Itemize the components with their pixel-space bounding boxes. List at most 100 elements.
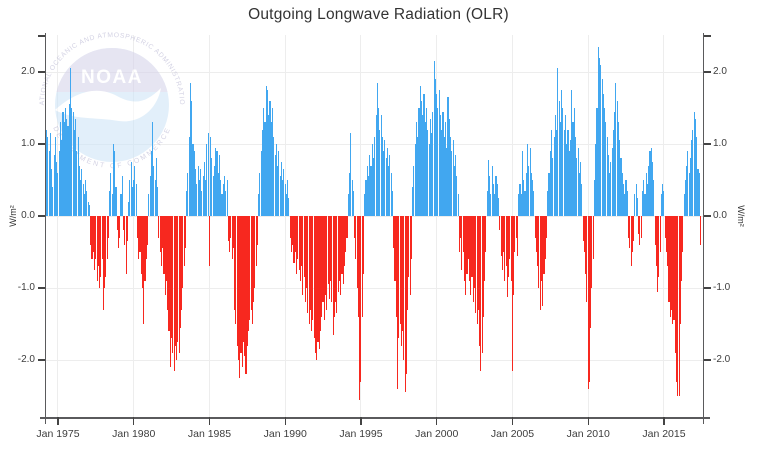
olr-bar — [698, 172, 700, 216]
olr-bar — [211, 158, 213, 216]
olr-bar — [376, 82, 378, 216]
olr-bar — [602, 93, 604, 216]
olr-bar — [527, 144, 529, 216]
olr-bar — [248, 216, 250, 332]
olr-bar — [455, 154, 457, 216]
olr-bar — [75, 118, 77, 216]
x-axis-line — [40, 417, 710, 419]
olr-bar — [148, 194, 150, 216]
olr-bar — [269, 100, 271, 216]
olr-bar — [516, 216, 518, 256]
olr-bar — [71, 108, 73, 216]
olr-bar — [403, 216, 405, 360]
olr-bar — [160, 216, 162, 267]
olr-bar — [523, 180, 525, 216]
olr-bar — [206, 144, 208, 216]
olr-bar — [592, 216, 594, 260]
olr-bar — [170, 216, 173, 339]
olr-bar — [400, 216, 402, 346]
olr-bar — [489, 176, 491, 216]
olr-bar — [513, 216, 515, 296]
olr-bar — [674, 216, 676, 353]
olr-bar — [634, 194, 636, 216]
olr-bar — [433, 61, 435, 216]
y-tick-right — [704, 35, 711, 37]
x-tick — [436, 417, 438, 425]
olr-bar — [496, 183, 498, 216]
olr-bar — [476, 216, 478, 324]
olr-bar — [447, 97, 449, 216]
olr-bar — [624, 194, 626, 216]
olr-bar — [417, 136, 419, 216]
olr-bar — [467, 216, 469, 260]
olr-bar — [282, 180, 284, 216]
olr-bar — [191, 100, 193, 216]
y-tick-label-left: 0.0 — [21, 210, 35, 221]
olr-bar — [64, 108, 67, 216]
olr-bar — [147, 216, 149, 245]
olr-bar — [303, 216, 305, 278]
olr-bar — [184, 216, 186, 249]
x-tick — [360, 417, 362, 425]
x-tick — [511, 417, 514, 425]
olr-bar — [384, 140, 386, 216]
olr-bar — [607, 154, 609, 216]
olr-bar — [270, 122, 272, 216]
olr-bar — [318, 216, 320, 350]
y-tick-left — [38, 35, 45, 37]
olr-bar — [598, 57, 601, 216]
olr-bar — [452, 140, 454, 216]
olr-bar — [611, 147, 613, 216]
olr-bar — [123, 216, 125, 231]
olr-bar — [643, 180, 645, 216]
olr-bar — [49, 133, 51, 216]
olr-bar — [322, 216, 324, 303]
olr-bar — [144, 216, 146, 281]
olr-bar — [402, 216, 404, 332]
olr-bar — [696, 136, 698, 216]
olr-bar — [78, 165, 80, 216]
olr-bar — [304, 216, 306, 303]
olr-bar — [610, 162, 612, 216]
olr-bar — [112, 144, 114, 216]
olr-bar — [309, 216, 311, 310]
olr-bar — [471, 216, 473, 278]
olr-bar — [301, 216, 303, 267]
x-tick-label: Jan 2005 — [490, 428, 535, 440]
olr-bar — [306, 216, 308, 288]
olr-bar — [236, 216, 238, 346]
olr-bar — [332, 216, 334, 335]
y-axis-line-left — [44, 33, 46, 424]
olr-bar — [372, 158, 375, 216]
olr-bar — [388, 165, 390, 216]
olr-bar — [626, 190, 628, 216]
olr-bar — [227, 216, 229, 242]
olr-bar — [461, 216, 463, 270]
olr-bar — [699, 216, 702, 245]
olr-bar — [192, 144, 194, 216]
olr-bar — [97, 216, 99, 267]
olr-bar — [67, 126, 69, 216]
noaa-logo-sky-half — [56, 47, 168, 92]
y-tick-label-right: -2.0 — [713, 354, 731, 365]
olr-bar — [85, 180, 87, 216]
x-tick-label: Jan 1985 — [187, 428, 232, 440]
olr-bar — [130, 162, 132, 216]
olr-bar — [295, 216, 298, 274]
olr-bar — [242, 216, 245, 342]
olr-bar — [625, 180, 627, 216]
x-tick — [208, 417, 211, 425]
olr-bar — [383, 151, 385, 216]
y-axis-line-right — [703, 33, 705, 424]
olr-bar — [337, 216, 339, 292]
olr-bar — [590, 216, 592, 328]
olr-bar — [437, 108, 439, 216]
olr-bar — [378, 108, 380, 216]
olr-bar — [245, 216, 247, 375]
olr-bar — [466, 216, 468, 274]
olr-bar — [539, 216, 541, 310]
olr-bar — [335, 216, 337, 303]
y-tick-left — [38, 143, 45, 145]
olr-bar — [308, 216, 310, 324]
olr-bar — [691, 140, 693, 216]
